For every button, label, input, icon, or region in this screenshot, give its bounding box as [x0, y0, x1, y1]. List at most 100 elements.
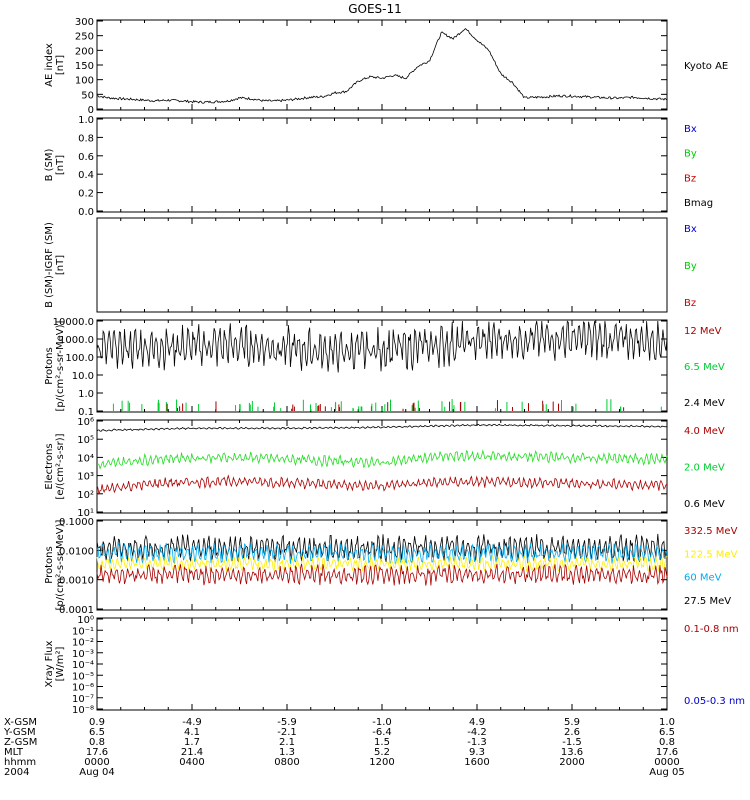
orbit-value: 1.7	[184, 737, 200, 748]
y-tick-label: 0.8	[78, 133, 94, 144]
y-tick-label: 0.1000	[59, 517, 94, 528]
y-tick-label: 10²	[77, 490, 94, 501]
y-tick-label: 0	[88, 105, 94, 116]
y-tick-label: 10⁶	[77, 417, 94, 428]
orbit-value: -1.5	[562, 737, 582, 748]
panel-electrons	[96, 419, 668, 514]
series-line-122-5-mev	[96, 554, 668, 572]
y-tick-label: 0.0010	[59, 576, 94, 587]
orbit-value: -5.9	[277, 717, 297, 728]
y-axis-label: Protons	[44, 347, 55, 384]
legend-label: 12 MeV	[684, 326, 722, 337]
orbit-value: 0400	[179, 757, 204, 768]
y-tick-label: 250	[75, 32, 94, 43]
y-axis-unit: [W/m²]	[55, 646, 66, 681]
legend-label: By	[684, 149, 697, 160]
orbit-value: 0800	[274, 757, 299, 768]
y-tick-label: 0.0001	[59, 605, 94, 616]
y-tick-label: 10⁻⁸	[72, 705, 94, 716]
panel-frame	[96, 419, 668, 514]
orbit-value: 1.5	[374, 737, 390, 748]
orbit-value: 5.2	[374, 747, 390, 758]
y-tick-label: 10⁻⁷	[72, 694, 94, 705]
legend-label: 0.05-0.3 nm	[684, 696, 745, 707]
panel-frame	[96, 117, 668, 213]
orbit-value: 1600	[464, 757, 489, 768]
panel-bsm	[96, 117, 668, 213]
series-line-4-0-mev	[96, 474, 668, 495]
y-axis-label: B (SM)	[44, 148, 55, 181]
y-axis-unit: [nT]	[55, 155, 66, 175]
panel-frame	[96, 19, 668, 111]
orbit-value: 0.8	[89, 737, 105, 748]
y-tick-label: 10⁻³	[72, 649, 94, 660]
orbit-value: -1.3	[467, 737, 487, 748]
orbit-value: 17.6	[86, 747, 108, 758]
orbit-value: 13.6	[561, 747, 583, 758]
panel-xray	[96, 617, 668, 711]
orbit-value: 0.8	[659, 737, 675, 748]
y-axis-unit: [e/(cm²-s-sr)]	[55, 433, 66, 499]
y-axis-unit: [p/(cm²-s-sr-MeV)]	[55, 320, 66, 411]
y-tick-label: 50	[81, 90, 94, 101]
legend-label: By	[684, 261, 697, 272]
y-axis-unit: [nT]	[55, 255, 66, 275]
y-tick-label: 200	[75, 46, 94, 57]
y-tick-label: 10⁻¹	[72, 626, 94, 637]
y-tick-label: 10⁻⁴	[72, 660, 94, 671]
chart-title: GOES-11	[348, 2, 402, 16]
legend-label: Bmag	[684, 198, 713, 209]
y-tick-label: 0.1	[78, 407, 94, 418]
orbit-value: 6.5	[89, 727, 105, 738]
y-axis-label: AE index	[44, 43, 55, 87]
y-tick-label: 10000.0	[53, 317, 94, 328]
y-tick-label: 10⁵	[77, 435, 94, 446]
legend-label: Bz	[684, 173, 696, 184]
y-axis-label: Protons	[44, 546, 55, 583]
orbit-value: 4.9	[469, 717, 485, 728]
orbit-value: -2.1	[277, 727, 297, 738]
legend-label: 2.4 MeV	[684, 398, 725, 409]
orbit-value: 0000	[654, 757, 679, 768]
legend-label: Bx	[684, 124, 697, 135]
y-tick-label: 300	[75, 17, 94, 28]
y-tick-label: 1.0	[78, 389, 94, 400]
orbit-value: 1.3	[279, 747, 295, 758]
panel-frame	[96, 217, 668, 313]
y-tick-label: 0.0100	[59, 546, 94, 557]
orbit-row-label: Y-GSM	[3, 727, 36, 738]
orbit-value: 5.9	[564, 717, 580, 728]
series-line-0-6-mev	[96, 423, 668, 432]
orbit-value: 2.6	[564, 727, 580, 738]
panel-ae	[96, 19, 668, 111]
legend-label: 122.5 MeV	[684, 549, 738, 560]
y-tick-label: 10⁻⁵	[72, 671, 94, 682]
orbit-row-label: Z-GSM	[4, 737, 37, 748]
y-tick-label: 10¹	[77, 508, 94, 519]
legend-label: 6.5 MeV	[684, 362, 725, 373]
legend-label: 0.1-0.8 nm	[684, 624, 739, 635]
orbit-value: -1.0	[372, 717, 392, 728]
y-tick-label: 0.2	[78, 189, 94, 200]
series-line-2-0-mev	[96, 449, 668, 470]
y-axis-unit: [p/(cm²-s-sr-MeV)]	[55, 519, 66, 610]
y-tick-label: 0.4	[78, 170, 94, 181]
series-line-60-mev	[96, 541, 668, 565]
orbit-value: -4.9	[182, 717, 202, 728]
y-tick-label: 10⁻²	[72, 638, 94, 649]
y-tick-label: 10.0	[72, 371, 94, 382]
y-tick-label: 1.0	[78, 115, 94, 126]
legend-label: Bz	[684, 298, 696, 309]
orbit-value: 4.1	[184, 727, 200, 738]
orbit-value: Aug 05	[649, 767, 684, 778]
series-line-kyoto-ae	[97, 28, 668, 104]
y-tick-label: 100	[75, 76, 94, 87]
orbit-value: 0000	[84, 757, 109, 768]
legend-label: 60 MeV	[684, 573, 722, 584]
orbit-value: 2000	[559, 757, 584, 768]
panel-protons_low	[96, 319, 668, 413]
y-tick-label: 100.0	[65, 353, 94, 364]
orbit-value: 9.3	[469, 747, 485, 758]
legend-label: 332.5 MeV	[684, 526, 738, 537]
